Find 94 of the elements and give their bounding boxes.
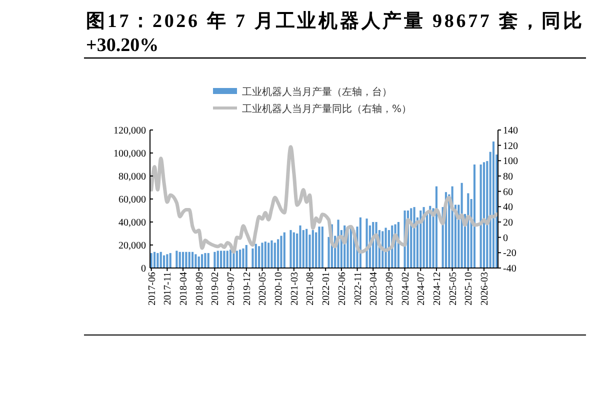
bar: [169, 253, 172, 268]
bar: [156, 253, 159, 268]
x-tick-label: 2023-04: [368, 272, 380, 306]
x-tick-label: 2018-09: [194, 272, 206, 306]
x-tick-label: 2021-08: [305, 272, 316, 306]
y-tick-label: 40,000: [118, 218, 146, 228]
y2-tick-label: 20: [503, 218, 513, 228]
x-tick-label: 2017-06: [146, 272, 158, 306]
bar: [283, 232, 286, 268]
bar: [194, 254, 197, 268]
x-tick-label: 2025-05: [448, 272, 459, 306]
x-tick-label: 2022-11: [352, 272, 364, 305]
y2-tick-label: 0: [503, 232, 508, 244]
bar: [306, 228, 308, 268]
y2-tick-label: 100: [503, 156, 518, 168]
bar: [268, 242, 270, 268]
y2-tick-label: 140: [503, 126, 518, 136]
x-tick-label: 2023-09: [384, 272, 396, 306]
bar: [160, 252, 162, 268]
bar: [321, 226, 324, 268]
x-tick-label: 2021-03: [289, 272, 300, 306]
x-tick-label: 2017-11: [162, 272, 174, 305]
bar: [216, 250, 219, 268]
bar: [214, 252, 216, 268]
bar: [150, 253, 152, 268]
bar: [261, 242, 264, 268]
y-tick-label: 0: [141, 264, 146, 274]
bar: [252, 248, 254, 268]
y2-tick-label: 40: [503, 202, 513, 214]
x-tick-label: 2022-06: [336, 272, 348, 306]
x-tick-label: 2024-07: [416, 272, 428, 306]
bar: [162, 255, 166, 268]
bar: [274, 242, 276, 268]
x-tick-label: 2020-10: [274, 272, 285, 306]
x-tick-label: 2019-07: [226, 272, 238, 306]
bar: [223, 250, 226, 268]
y2-tick-label: 120: [503, 140, 518, 152]
x-tick-label: 2024-12: [432, 272, 443, 306]
line-series: [150, 145, 498, 254]
y2-tick-label: 80: [503, 172, 513, 182]
bar: [166, 254, 168, 268]
bar: [312, 230, 314, 268]
x-tick-label: 2022-01: [321, 272, 332, 306]
y-tick-label: 80,000: [118, 172, 146, 182]
bar: [185, 252, 188, 268]
bar: [242, 248, 244, 268]
bar: [245, 245, 248, 268]
y2-tick-label: 60: [503, 186, 513, 198]
x-tick-label: 2019-02: [210, 272, 222, 306]
bar: [220, 250, 222, 268]
bar: [473, 164, 476, 268]
y-tick-label: 20,000: [118, 240, 146, 252]
x-tick-label: 2025-10: [464, 272, 475, 306]
bar: [280, 236, 282, 268]
bar: [176, 250, 178, 268]
bar: [226, 250, 228, 268]
bar: [258, 246, 260, 268]
bar: [384, 228, 387, 268]
bar: [254, 244, 257, 268]
chart-title: 图17：2026 年 7 月工业机器人产量 98677 套，同比 +30.20%: [86, 10, 582, 56]
y2-tick-label: -40: [503, 264, 516, 274]
bar: [264, 242, 266, 268]
bar: [292, 232, 295, 268]
legend-label: 工业机器人当月产量同比（右轴，%）: [242, 103, 412, 115]
x-tick-label: 2019-12: [242, 272, 253, 306]
bar: [192, 252, 194, 268]
bar: [290, 230, 292, 268]
y-tick-label: 100,000: [114, 148, 146, 160]
y2-tick-label: -20: [503, 248, 516, 260]
bar: [198, 256, 200, 268]
bar: [482, 162, 486, 268]
bar: [480, 164, 482, 268]
bar: [318, 226, 320, 268]
bar: [182, 252, 184, 268]
x-tick-label: 2020-05: [258, 272, 269, 306]
bar: [239, 250, 242, 268]
bar: [178, 252, 181, 268]
bar: [201, 254, 204, 268]
bar: [204, 253, 206, 268]
x-tick-label: 2018-04: [178, 272, 190, 306]
bar: [270, 240, 273, 268]
legend-label: 工业机器人当月产量（左轴，台）: [242, 86, 392, 98]
bar: [236, 250, 238, 268]
y-tick-label: 120,000: [114, 126, 146, 136]
bar: [277, 239, 280, 268]
bar: [230, 250, 232, 268]
x-tick-label: 2024-02: [400, 272, 412, 306]
x-tick-label: 2026-03: [479, 272, 490, 306]
bar: [153, 252, 156, 268]
bar: [207, 253, 210, 268]
y-tick-label: 60,000: [118, 194, 146, 206]
bar: [492, 142, 495, 268]
bar: [188, 252, 190, 268]
bar: [299, 225, 302, 268]
